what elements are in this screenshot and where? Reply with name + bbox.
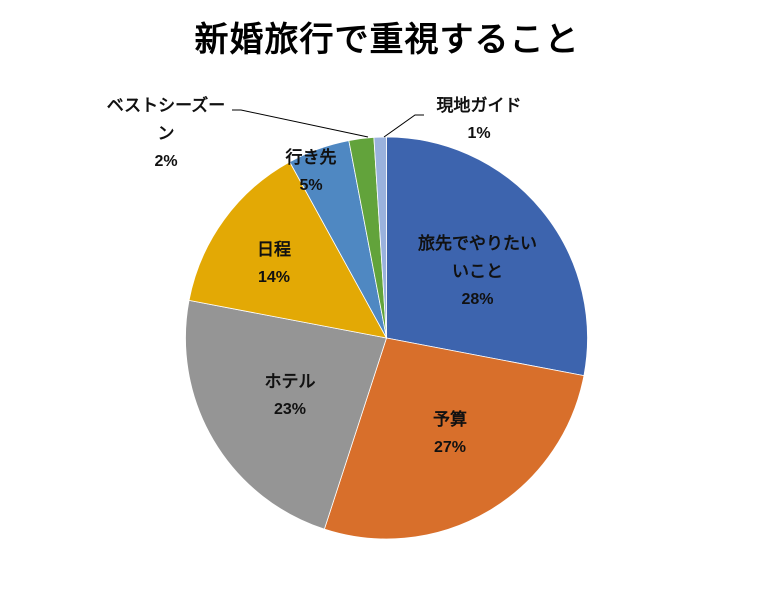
data-label-local-guide: 現地ガイド 1%: [436, 96, 522, 142]
data-label-hotel: ホテル 23%: [264, 372, 316, 418]
leader-line-local-guide: [383, 114, 424, 138]
data-label-destination: 行き先 5%: [285, 148, 337, 194]
pie-slice: [373, 136, 387, 339]
chart-title: 新婚旅行で重視すること: [194, 20, 580, 60]
data-label-schedule: 日程 14%: [257, 240, 291, 286]
pie-slice: [323, 337, 585, 540]
data-label-best-season: ベストシーズー ン 2%: [106, 96, 226, 170]
pie-slice: [185, 299, 388, 530]
data-label-budget: 予算 27%: [433, 410, 467, 456]
pie-slice: [386, 136, 588, 377]
data-label-travel-activities: 旅先でやりたい いこと 28%: [418, 234, 537, 308]
pie-slice: [188, 161, 388, 339]
leader-line-best-season: [232, 109, 369, 138]
pie-slices: [185, 136, 588, 540]
